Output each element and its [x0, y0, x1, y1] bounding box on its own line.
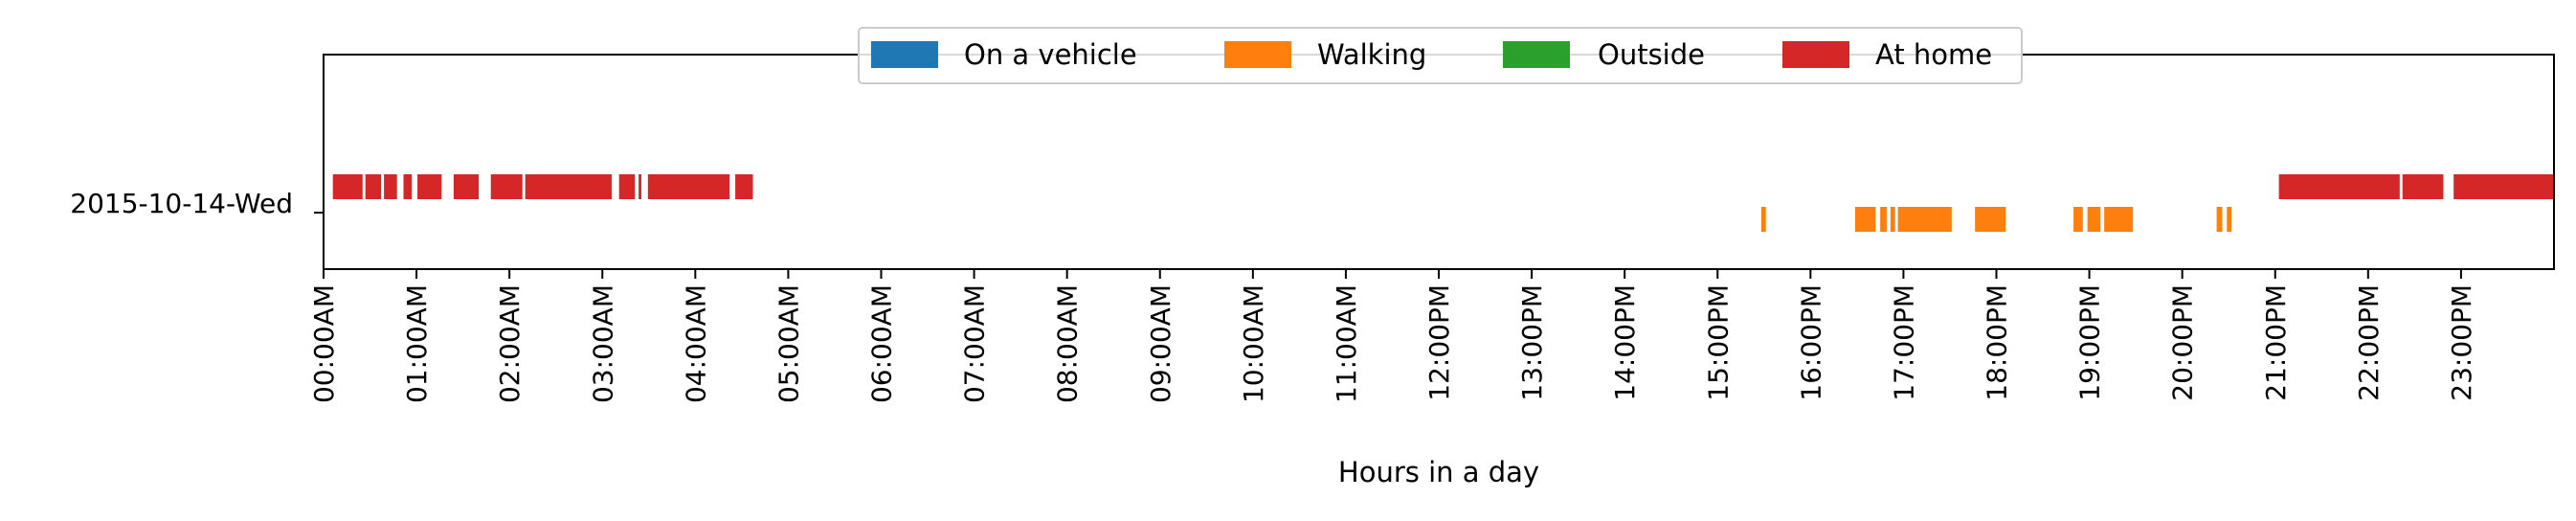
segment-bar-walking [1890, 207, 1895, 232]
segment-bar-at-home [453, 174, 480, 199]
x-tick-label: 11:00AM [1331, 284, 1362, 403]
legend-entry: Outside [1598, 38, 1705, 71]
segment-bar-walking [1854, 207, 1876, 232]
x-tick-label: 16:00PM [1795, 284, 1826, 401]
segment-bar-walking [2087, 207, 2101, 232]
segment-bar-at-home [735, 174, 753, 199]
x-tick-label: 23:00PM [2446, 284, 2477, 401]
segment-bar-walking [2104, 207, 2134, 232]
segment-bar-at-home [403, 174, 413, 199]
segment-bar-at-home [384, 174, 397, 199]
x-tick-label: 04:00AM [680, 284, 711, 403]
x-tick-label: 01:00AM [401, 284, 433, 403]
x-tick-label: 02:00AM [494, 284, 526, 403]
x-tick-label: 12:00PM [1423, 284, 1455, 401]
legend-entry: Walking [1317, 38, 1426, 71]
x-tick-label: 19:00PM [2074, 284, 2106, 401]
x-tick-label: 10:00AM [1238, 284, 1269, 403]
legend-swatch [1503, 41, 1570, 68]
segment-bar-at-home [525, 174, 612, 199]
x-tick-label: 06:00AM [866, 284, 898, 403]
x-tick-label: 15:00PM [1702, 284, 1734, 401]
segment-bar-at-home [647, 174, 730, 199]
segment-bar-walking [2227, 207, 2232, 232]
x-tick-label: 08:00AM [1052, 284, 1084, 403]
segment-bar-walking [1760, 207, 1766, 232]
x-tick-label: 00:00AM [308, 284, 340, 403]
segment-bar-walking [2073, 207, 2083, 232]
x-tick-label: 17:00PM [1888, 284, 1919, 401]
x-tick-label: 03:00AM [587, 284, 618, 403]
segment-bar-walking [2216, 207, 2223, 232]
segment-bar-walking [1880, 207, 1887, 232]
segment-bar-at-home [490, 174, 523, 199]
x-tick-label: 20:00PM [2167, 284, 2199, 401]
segment-bar-at-home [332, 174, 363, 199]
y-tick-label: 2015-10-14-Wed [70, 188, 293, 219]
legend-entry: On a vehicle [964, 38, 1137, 71]
x-axis: 00:00AM 01:00AM 02:00AM 03:00AM 04:00AM 05:00… [308, 212, 2477, 403]
x-tick-label: 14:00PM [1609, 284, 1641, 401]
legend-swatch [1782, 41, 1849, 68]
legend-swatch [1224, 41, 1291, 68]
segment-bar-walking [1897, 207, 1952, 232]
x-tick-label: 22:00PM [2353, 284, 2385, 401]
segment-bar-at-home [2278, 174, 2400, 199]
segment-bar-at-home [417, 174, 442, 199]
segment-bar-at-home [2453, 174, 2554, 199]
x-tick-label: 18:00PM [1982, 284, 2013, 401]
segment-bar-at-home [618, 174, 636, 199]
x-tick-label: 21:00PM [2260, 284, 2292, 401]
x-tick-label: 05:00AM [773, 284, 804, 403]
legend-swatch [871, 41, 938, 68]
segment-bar-at-home [2402, 174, 2444, 199]
legend-box [858, 27, 2023, 84]
legend-entry: At home [1875, 38, 1992, 71]
segment-bar-at-home [638, 174, 642, 199]
x-tick-label: 07:00AM [959, 284, 991, 403]
x-axis-label: Hours in a day [1338, 456, 1539, 488]
segment-bar-at-home [365, 174, 382, 199]
plot-area [323, 54, 2555, 270]
segment-bar-walking [1975, 207, 2006, 232]
legend: On a vehicle Walking Outside At home [858, 27, 2023, 84]
x-tick-label: 13:00PM [1516, 284, 1548, 401]
plot-frame [323, 54, 2555, 270]
x-tick-label: 09:00AM [1145, 284, 1176, 403]
